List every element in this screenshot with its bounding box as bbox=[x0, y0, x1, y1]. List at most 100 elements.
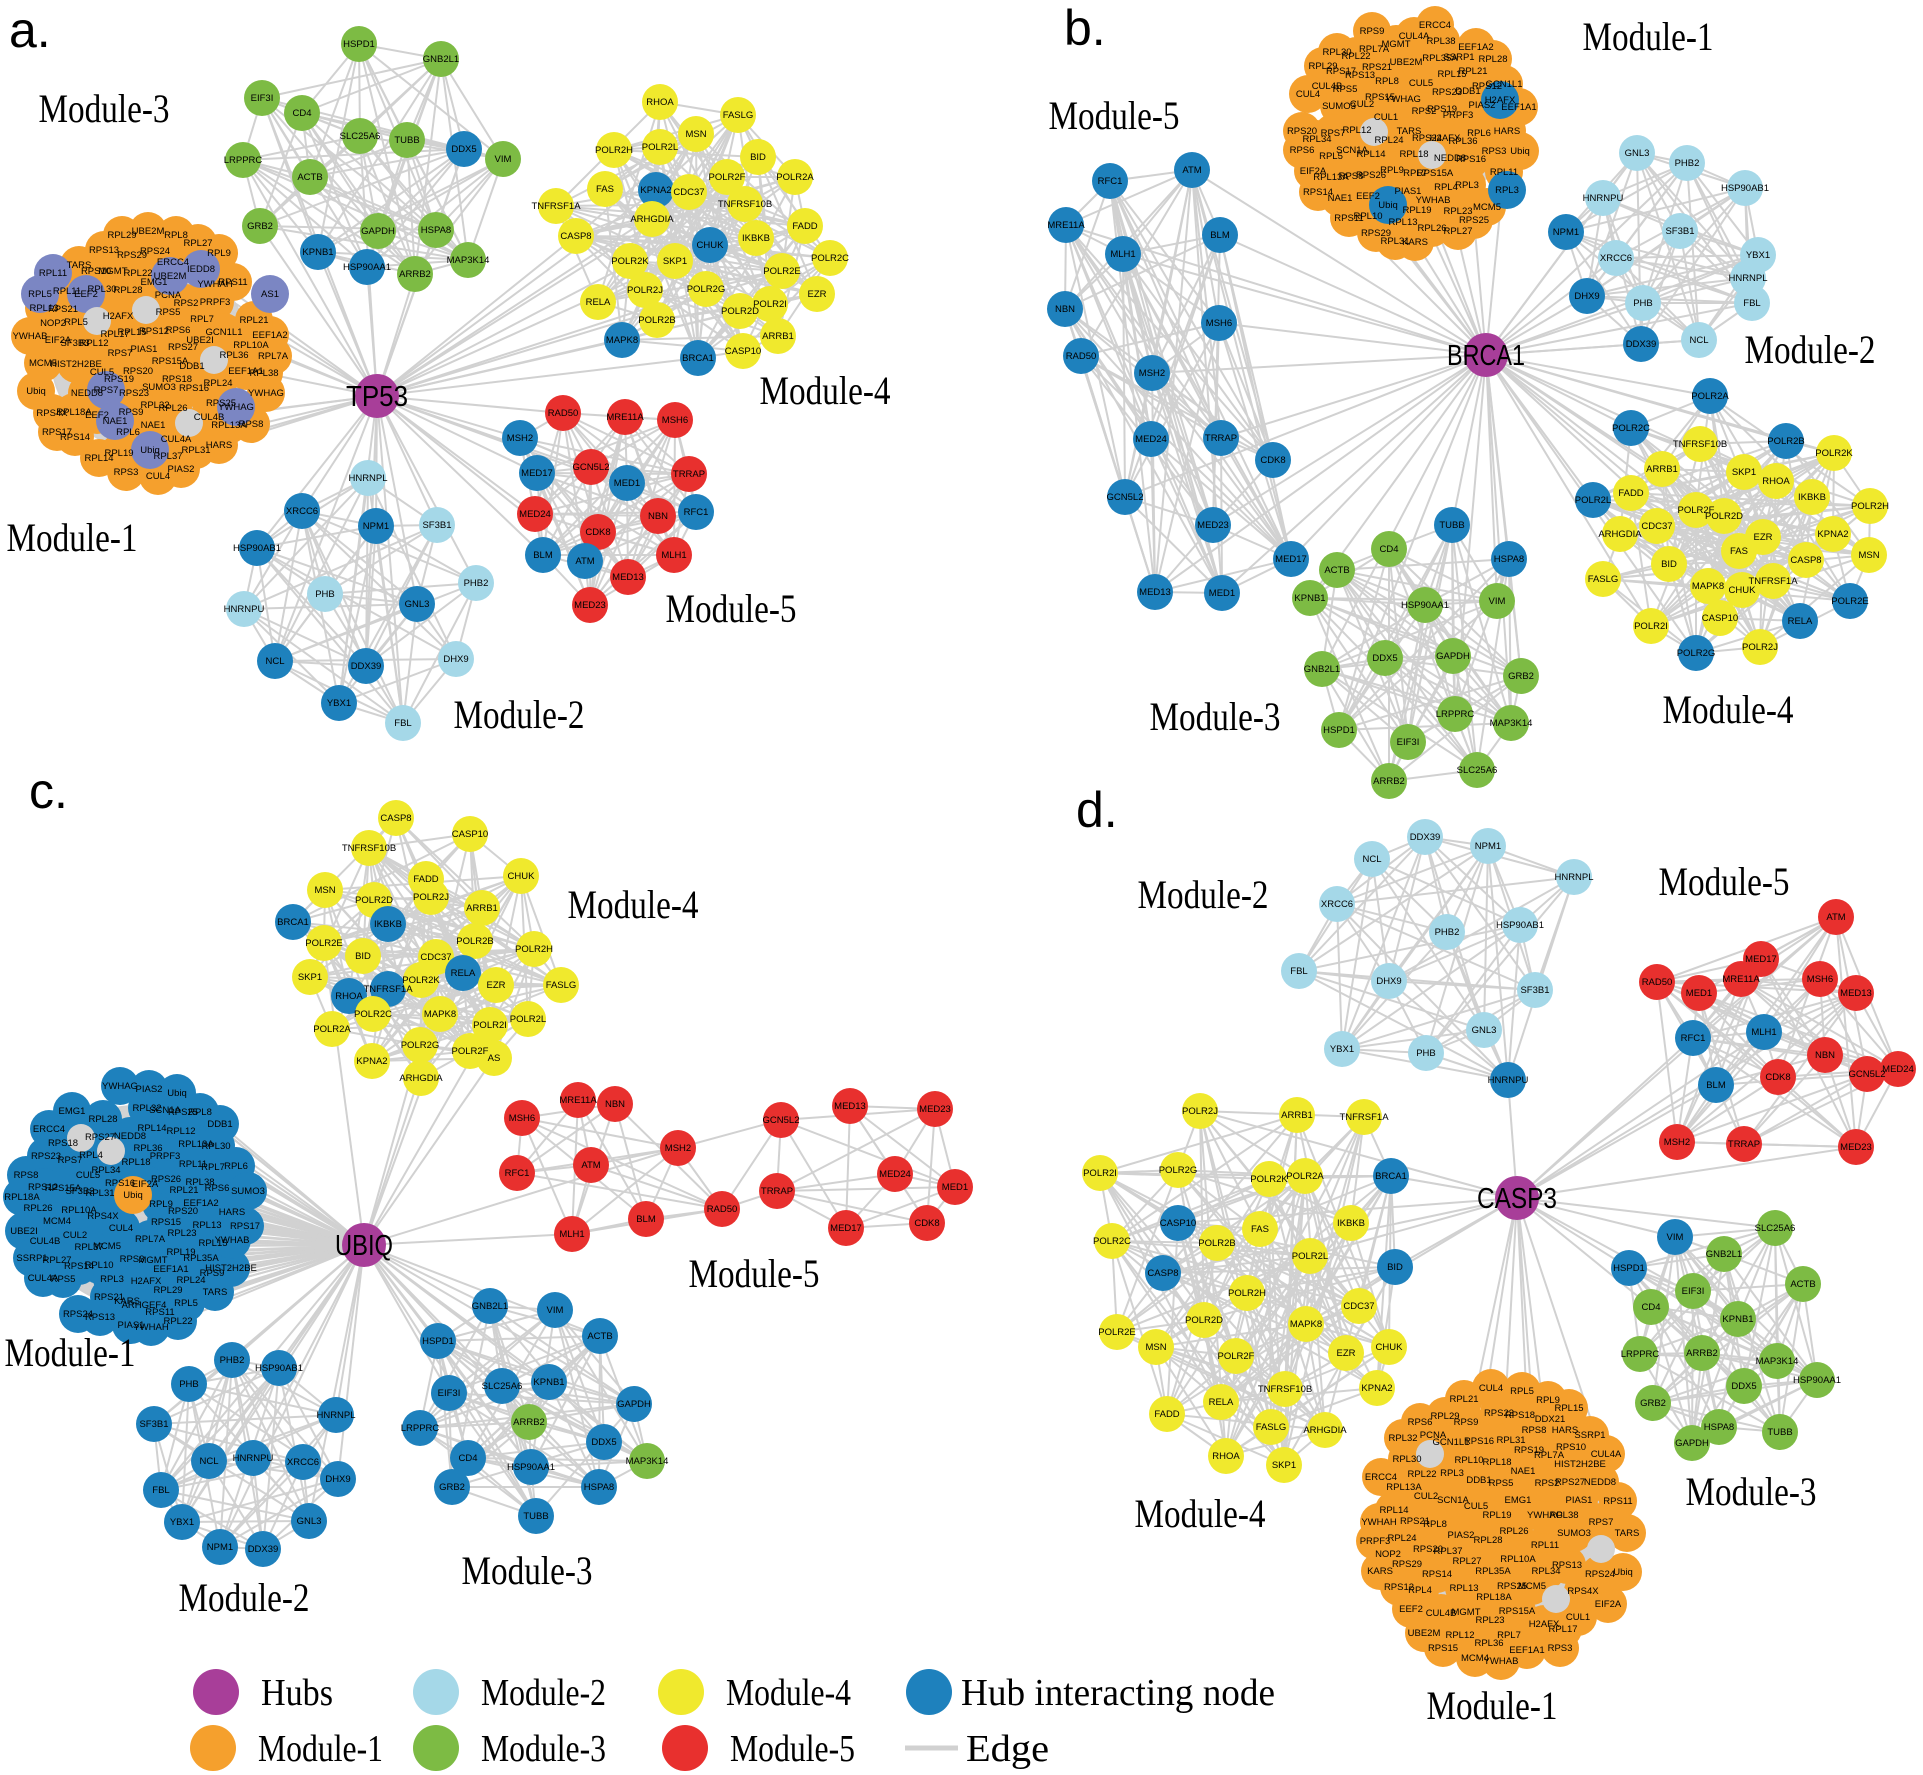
svg-text:RPL38: RPL38 bbox=[185, 1177, 214, 1188]
svg-text:YBX1: YBX1 bbox=[1330, 1044, 1354, 1055]
svg-text:MSH2: MSH2 bbox=[507, 433, 533, 444]
svg-text:RPS15: RPS15 bbox=[1428, 1643, 1458, 1654]
svg-text:BLM: BLM bbox=[1210, 230, 1230, 241]
svg-text:NPM1: NPM1 bbox=[363, 521, 389, 532]
svg-text:RPL13: RPL13 bbox=[192, 1220, 221, 1231]
svg-text:RPL9: RPL9 bbox=[207, 248, 231, 259]
svg-text:RPS15A: RPS15A bbox=[152, 356, 189, 367]
svg-text:Module-3: Module-3 bbox=[481, 1728, 606, 1770]
svg-text:CASP8: CASP8 bbox=[380, 813, 411, 824]
svg-text:GAPDH: GAPDH bbox=[361, 226, 395, 237]
svg-text:UBE2I: UBE2I bbox=[10, 1226, 37, 1237]
svg-text:YWHAB: YWHAB bbox=[215, 1235, 250, 1246]
svg-text:MED17: MED17 bbox=[521, 468, 553, 479]
svg-text:POLR2A: POLR2A bbox=[1286, 1171, 1324, 1182]
svg-text:SCN1A: SCN1A bbox=[1437, 1495, 1469, 1506]
svg-text:RPL36: RPL36 bbox=[133, 1143, 162, 1154]
svg-text:SLC25A6: SLC25A6 bbox=[1457, 765, 1498, 776]
svg-text:RFC1: RFC1 bbox=[505, 1168, 530, 1179]
svg-text:RPS17: RPS17 bbox=[1326, 66, 1356, 77]
svg-text:DDX5: DDX5 bbox=[451, 144, 476, 155]
svg-text:RPL11: RPL11 bbox=[53, 286, 81, 297]
svg-text:HNRNPL: HNRNPL bbox=[1728, 273, 1767, 284]
svg-text:RPS18: RPS18 bbox=[48, 1138, 78, 1149]
svg-text:RPS25: RPS25 bbox=[168, 1107, 198, 1118]
svg-text:GAPDH: GAPDH bbox=[617, 1399, 651, 1410]
svg-text:RPS13: RPS13 bbox=[1552, 1560, 1582, 1571]
svg-text:CUL4: CUL4 bbox=[1296, 89, 1320, 100]
svg-text:CDK8: CDK8 bbox=[1765, 1072, 1790, 1083]
svg-text:RHOA: RHOA bbox=[335, 991, 363, 1002]
svg-text:RPS8: RPS8 bbox=[239, 419, 264, 430]
svg-text:POLR2K: POLR2K bbox=[402, 975, 440, 986]
svg-text:FBL: FBL bbox=[1743, 298, 1760, 309]
svg-text:RPS27: RPS27 bbox=[85, 1132, 115, 1143]
svg-text:HSPA8: HSPA8 bbox=[1704, 1422, 1734, 1433]
svg-text:Ubiq: Ubiq bbox=[140, 445, 160, 456]
svg-text:RPL34: RPL34 bbox=[91, 1165, 120, 1176]
svg-text:FBL: FBL bbox=[394, 718, 411, 729]
svg-text:MLH1: MLH1 bbox=[1110, 249, 1135, 260]
svg-text:RPL7: RPL7 bbox=[190, 314, 214, 325]
svg-text:HARS: HARS bbox=[1552, 1425, 1578, 1436]
svg-text:VIM: VIM bbox=[495, 154, 512, 165]
svg-text:RPL35A: RPL35A bbox=[1422, 53, 1458, 64]
svg-text:RPL22: RPL22 bbox=[163, 1316, 192, 1327]
svg-text:GCN1L1: GCN1L1 bbox=[1486, 79, 1523, 90]
svg-text:GNB2L1: GNB2L1 bbox=[1304, 664, 1340, 675]
svg-text:NPM1: NPM1 bbox=[1475, 841, 1501, 852]
svg-text:EZR: EZR bbox=[487, 980, 506, 991]
svg-text:RPL5: RPL5 bbox=[1510, 1386, 1534, 1397]
svg-text:ERCC4: ERCC4 bbox=[1419, 20, 1451, 31]
svg-text:RPL14: RPL14 bbox=[1356, 149, 1385, 160]
svg-text:TRRAP: TRRAP bbox=[673, 469, 705, 480]
svg-text:HSP90AA1: HSP90AA1 bbox=[1401, 600, 1449, 611]
svg-text:MCM5: MCM5 bbox=[1473, 202, 1501, 213]
svg-text:SLC25A6: SLC25A6 bbox=[482, 1381, 523, 1392]
svg-text:NBN: NBN bbox=[605, 1099, 625, 1110]
svg-text:DHX9: DHX9 bbox=[325, 1474, 350, 1485]
svg-text:RPS10: RPS10 bbox=[81, 266, 111, 277]
svg-text:RPS5: RPS5 bbox=[156, 307, 181, 318]
svg-text:DDX21: DDX21 bbox=[1535, 1414, 1566, 1425]
svg-text:PIAS2: PIAS2 bbox=[136, 1084, 163, 1095]
svg-text:DDB1: DDB1 bbox=[1455, 86, 1480, 97]
svg-text:RPS11: RPS11 bbox=[218, 277, 247, 288]
svg-text:POLR2I: POLR2I bbox=[473, 1020, 507, 1031]
svg-text:RPS3: RPS3 bbox=[1482, 146, 1507, 157]
svg-text:RPS14: RPS14 bbox=[1422, 1569, 1452, 1580]
svg-text:RPL8: RPL8 bbox=[164, 230, 188, 241]
svg-text:BLM: BLM bbox=[533, 550, 553, 561]
svg-text:RPL27: RPL27 bbox=[1452, 1556, 1481, 1567]
svg-text:EIF2A: EIF2A bbox=[45, 335, 72, 346]
svg-text:EIF2A: EIF2A bbox=[132, 1179, 159, 1190]
svg-text:RPL21: RPL21 bbox=[239, 315, 268, 326]
svg-text:RPL24: RPL24 bbox=[176, 1275, 205, 1286]
svg-text:CUL4A: CUL4A bbox=[1591, 1449, 1622, 1460]
svg-text:MSN: MSN bbox=[314, 885, 335, 896]
svg-text:RPS19: RPS19 bbox=[1427, 104, 1457, 115]
svg-text:GCN5L2: GCN5L2 bbox=[1107, 492, 1144, 503]
svg-text:SF3B1: SF3B1 bbox=[422, 520, 451, 531]
svg-text:GNL3: GNL3 bbox=[1472, 1025, 1497, 1036]
svg-text:NOP2: NOP2 bbox=[1375, 1549, 1401, 1560]
svg-text:CDC37: CDC37 bbox=[1641, 521, 1672, 532]
svg-text:CUL1: CUL1 bbox=[1374, 112, 1398, 123]
svg-text:MED23: MED23 bbox=[1840, 1142, 1872, 1153]
svg-text:YBX1: YBX1 bbox=[327, 698, 351, 709]
svg-text:MAPK8: MAPK8 bbox=[424, 1009, 456, 1020]
svg-text:YWHAG: YWHAG bbox=[1385, 94, 1421, 105]
svg-text:RPL31: RPL31 bbox=[1380, 236, 1409, 247]
svg-text:MED24: MED24 bbox=[1882, 1064, 1914, 1075]
svg-text:IKBKB: IKBKB bbox=[1798, 492, 1826, 503]
svg-text:MCM5: MCM5 bbox=[1518, 1581, 1546, 1592]
svg-text:ARRB1: ARRB1 bbox=[762, 331, 794, 342]
svg-text:YWHAG: YWHAG bbox=[102, 1081, 138, 1092]
svg-text:POLR2F: POLR2F bbox=[1678, 505, 1715, 516]
svg-text:MED23: MED23 bbox=[1197, 520, 1229, 531]
svg-text:Module-3: Module-3 bbox=[1150, 694, 1281, 739]
svg-text:RPS24: RPS24 bbox=[1585, 1569, 1615, 1580]
svg-text:NAE1: NAE1 bbox=[103, 416, 128, 427]
svg-text:TUBB: TUBB bbox=[394, 135, 419, 146]
svg-text:PHB: PHB bbox=[1416, 1048, 1436, 1059]
